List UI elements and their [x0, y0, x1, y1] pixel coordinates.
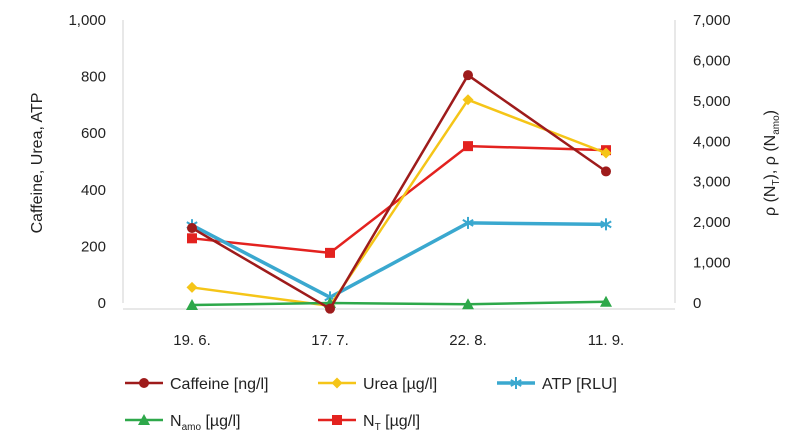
legend-label-atp: ATP [RLU]: [542, 376, 617, 393]
right-tick-label: 7,000: [693, 12, 731, 29]
legend-label-urea: Urea [µg/l]: [363, 376, 437, 393]
right-tick-label: 4,000: [693, 133, 731, 150]
legend-item-nt: NT [µg/l]: [318, 413, 420, 433]
asterisk-stroke: [510, 379, 522, 387]
series-line-nt: [191, 144, 607, 255]
right-axis-label-part: ): [762, 110, 779, 115]
right-axis-label-part: ρ (N: [762, 186, 779, 216]
legend-marker-caffeine: [139, 378, 149, 388]
left-tick-label: 0: [98, 295, 106, 312]
left-tick-label: 400: [81, 182, 106, 199]
right-tick-label: 1,000: [693, 255, 731, 272]
series-line-namo: [191, 300, 607, 307]
point-caffeine: [463, 70, 473, 81]
x-tick-label: 17. 7.: [311, 332, 349, 349]
right-tick-label: 0: [693, 295, 701, 312]
left-axis-label: Caffeine, Urea, ATP: [29, 93, 46, 234]
point-atp: [600, 218, 612, 231]
point-urea: [186, 281, 198, 293]
right-axis-label-part: ), ρ (N: [762, 135, 779, 180]
left-tick-label: 600: [81, 125, 106, 142]
series-line-urea: [191, 98, 607, 308]
right-tick-label: 5,000: [693, 93, 731, 110]
point-caffeine: [187, 223, 197, 234]
point-namo: [462, 298, 474, 310]
point-urea: [600, 147, 612, 159]
series-urea: [186, 94, 612, 312]
point-nt: [325, 247, 335, 258]
legend-label-subscript: amo: [182, 422, 202, 433]
point-nt: [463, 141, 473, 152]
right-axis-label: ρ (NT), ρ (Namo): [762, 110, 782, 216]
legend-label-main: Urea [µg/l]: [363, 376, 437, 393]
legend-label-rest: [µg/l]: [201, 413, 240, 430]
point-urea: [462, 94, 474, 106]
point-namo: [186, 299, 198, 311]
legend-item-namo: Namo [µg/l]: [125, 413, 240, 433]
legend-label-caffeine: Caffeine [ng/l]: [170, 376, 268, 393]
asterisk-stroke: [600, 220, 612, 229]
legend-item-urea: Urea [µg/l]: [318, 376, 437, 393]
legend-marker-atp: [510, 377, 522, 389]
point-atp: [462, 216, 474, 229]
x-tick-label: 22. 8.: [449, 332, 487, 349]
legend: Caffeine [ng/l] Urea [µg/l] ATP [RLU] Namo …: [125, 376, 617, 433]
left-tick-label: 800: [81, 69, 106, 86]
right-tick-label: 3,000: [693, 174, 731, 191]
legend-label-subscript: T: [375, 422, 381, 433]
legend-label-namo: Namo [µg/l]: [170, 413, 240, 433]
series-layer: [186, 70, 612, 314]
point-caffeine: [601, 166, 611, 177]
legend-marker-namo: [138, 414, 150, 425]
right-tick-label: 2,000: [693, 214, 731, 231]
legend-label-nt: NT [µg/l]: [363, 413, 420, 433]
axes: 0 200 400 600 800 1,000 0 1,000 2,000 3,000 4,000 5…: [68, 12, 730, 349]
legend-marker-nt: [332, 415, 342, 425]
x-tick-label: 19. 6.: [173, 332, 211, 349]
legend-label-rest: [µg/l]: [381, 413, 420, 430]
legend-item-caffeine: Caffeine [ng/l]: [125, 376, 268, 393]
legend-label-main: Caffeine [ng/l]: [170, 376, 268, 393]
legend-label-main: ATP [RLU]: [542, 376, 617, 393]
series-line-caffeine: [191, 73, 607, 310]
legend-label-main: N: [363, 413, 375, 430]
x-tick-label: 11. 9.: [588, 332, 624, 349]
point-namo: [600, 295, 612, 307]
legend-marker-urea: [331, 377, 343, 389]
series-caffeine: [187, 70, 611, 314]
series-nt: [187, 141, 611, 258]
right-axis-label-subscript: T: [771, 179, 782, 185]
left-tick-label: 1,000: [68, 12, 106, 29]
asterisk-stroke: [462, 219, 474, 227]
point-caffeine: [325, 303, 335, 314]
series-atp: [186, 216, 612, 304]
legend-item-atp: ATP [RLU]: [497, 376, 617, 393]
right-tick-label: 6,000: [693, 52, 731, 69]
series-namo: [186, 295, 612, 311]
left-tick-label: 200: [81, 238, 106, 255]
right-axis-label-subscript: amo: [771, 115, 782, 135]
legend-label-main: N: [170, 413, 182, 430]
series-line-atp: [191, 221, 607, 300]
point-nt: [187, 233, 197, 244]
